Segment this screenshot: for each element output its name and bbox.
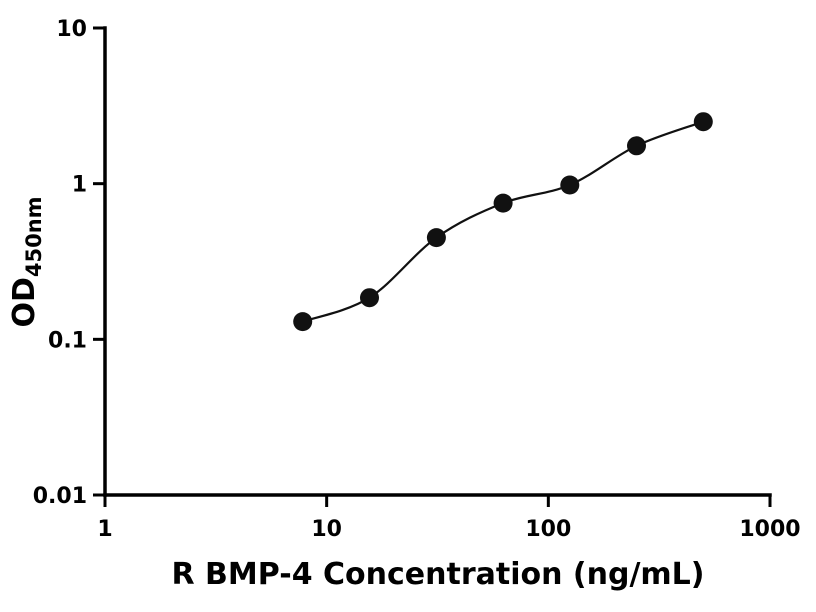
x-tick-label: 1000 — [739, 517, 800, 542]
data-point — [360, 288, 379, 308]
x-tick-label: 10 — [311, 517, 342, 542]
data-point — [560, 175, 580, 195]
y-axis-title-main: OD — [7, 277, 42, 327]
x-tick-label: 100 — [525, 517, 571, 542]
y-tick-label: 0.1 — [48, 328, 87, 353]
y-tick-label: 10 — [56, 17, 87, 42]
data-point — [426, 228, 446, 248]
x-tick-label: 1 — [97, 517, 112, 542]
data-point — [693, 112, 713, 132]
data-point — [293, 312, 313, 332]
x-axis-ticks: 1 10 100 1000 — [97, 495, 801, 542]
y-tick-label: 1 — [72, 173, 87, 198]
y-axis-ticks: 0.01 0.1 1 10 — [33, 17, 105, 509]
data-point — [493, 193, 513, 213]
y-axis-title: OD450nm — [7, 196, 46, 327]
y-axis-title-subscript: 450nm — [22, 196, 46, 277]
data-points — [293, 112, 713, 332]
y-tick-label: 0.01 — [33, 484, 87, 509]
data-point — [627, 136, 646, 156]
x-axis-title: R BMP-4 Concentration (ng/mL) — [172, 557, 705, 592]
